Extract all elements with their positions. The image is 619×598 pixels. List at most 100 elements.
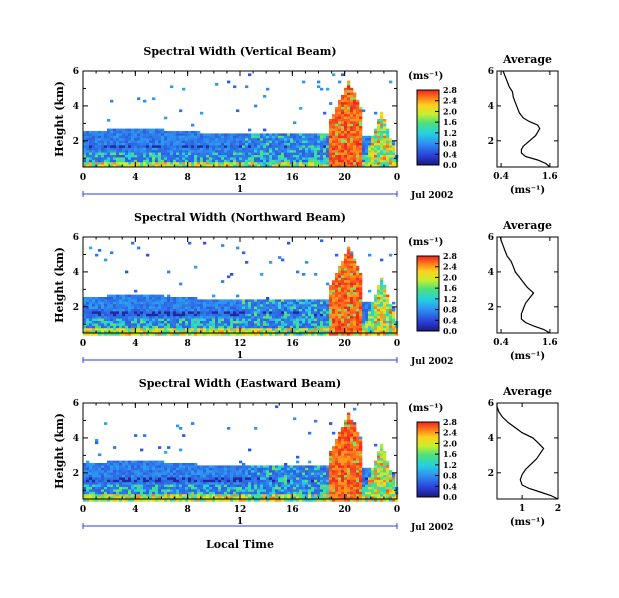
heatmap-cell	[104, 258, 108, 262]
heatmap-cell	[320, 328, 324, 331]
heatmap-cell	[119, 159, 123, 163]
heatmap-cell	[344, 265, 348, 269]
heatmap-cell	[221, 467, 225, 471]
heatmap-cell	[176, 313, 180, 317]
heatmap-cell	[305, 138, 309, 141]
heatmap-cell	[101, 487, 105, 490]
heatmap-cell	[116, 299, 120, 303]
heatmap-cell	[275, 313, 279, 317]
heatmap-cell	[269, 306, 273, 310]
heatmap-cell	[389, 311, 393, 315]
heatmap-cell	[248, 323, 252, 327]
heatmap-cell	[302, 135, 306, 139]
heatmap-cell	[197, 494, 201, 497]
heatmap-cell	[278, 499, 282, 502]
heatmap-cell	[173, 152, 177, 156]
heatmap-cell	[341, 155, 345, 158]
heatmap-cell	[167, 304, 171, 307]
heatmap-cell	[266, 491, 270, 495]
heatmap-cell	[122, 323, 126, 327]
heatmap-cell	[152, 162, 156, 165]
heatmap-cell	[215, 311, 219, 315]
heatmap-cell	[98, 475, 102, 478]
heatmap-cell	[116, 157, 120, 161]
heatmap-cell	[389, 323, 393, 327]
heatmap-cell	[290, 316, 294, 319]
heatmap-cell	[221, 304, 225, 307]
heatmap-cell	[83, 131, 87, 134]
heatmap-cell	[203, 494, 207, 497]
heatmap-cell	[83, 467, 87, 471]
heatmap-cell	[236, 465, 240, 469]
heatmap-cell	[113, 162, 117, 165]
heatmap-cell	[152, 150, 156, 153]
heatmap-cell	[248, 316, 252, 319]
heatmap-cell	[296, 164, 300, 168]
heatmap-cell	[314, 140, 318, 144]
heatmap-cell	[215, 479, 219, 483]
heatmap-cell	[338, 104, 342, 108]
heatmap-cell	[128, 475, 132, 478]
heatmap-cell	[374, 145, 378, 149]
heatmap-cell	[365, 328, 369, 331]
heatmap-cell	[215, 135, 219, 139]
heatmap-cell	[197, 496, 201, 500]
heatmap-cell	[293, 159, 297, 163]
heatmap-cell	[215, 83, 219, 86]
heatmap-cell	[158, 446, 162, 449]
heatmap-cell	[110, 159, 114, 163]
heatmap-cell	[386, 133, 390, 137]
heatmap-cell	[167, 140, 171, 144]
heatmap-cell	[269, 299, 273, 303]
heatmap-cell	[380, 157, 384, 161]
heatmap-cell	[125, 330, 129, 334]
heatmap-cell	[347, 261, 351, 264]
heatmap-cell	[143, 138, 147, 141]
heatmap-cell	[245, 313, 249, 317]
heatmap-cell	[113, 463, 117, 466]
panel-eastward: Spectral Width (Eastward Beam)0 4 8 12 16 20 0…	[53, 377, 561, 533]
heatmap-cell	[335, 140, 339, 144]
heatmap-cell	[182, 484, 186, 488]
heatmap-cell	[89, 494, 93, 497]
profile-frame	[496, 236, 559, 334]
heatmap-cell	[134, 143, 138, 146]
heatmap-cell	[239, 162, 243, 165]
heatmap-cell	[194, 321, 198, 324]
heatmap-cell	[356, 123, 360, 127]
heatmap-cell	[92, 467, 96, 471]
heatmap-cell	[95, 309, 99, 312]
heatmap-cell	[137, 155, 141, 158]
heatmap-cell	[143, 460, 147, 464]
heatmap-cell	[116, 131, 120, 134]
heatmap-cell	[140, 145, 144, 149]
heatmap-cell	[161, 150, 165, 153]
heatmap-cell	[260, 333, 264, 336]
heatmap-cell	[227, 465, 231, 469]
heatmap-cell	[119, 325, 123, 329]
heatmap-cell	[263, 309, 267, 312]
heatmap-cell	[383, 309, 387, 312]
heatmap-cell	[206, 321, 210, 324]
heatmap-cell	[167, 135, 171, 139]
heatmap-cell	[167, 463, 171, 466]
heatmap-cell	[209, 157, 213, 161]
heatmap-cell	[122, 135, 126, 139]
heatmap-cell	[167, 138, 171, 141]
heatmap-cell	[236, 306, 240, 310]
heatmap-cell	[332, 162, 336, 165]
heatmap-cell	[125, 138, 129, 141]
heatmap-cell	[95, 472, 99, 476]
heatmap-cell	[218, 311, 222, 315]
heatmap-cell	[227, 330, 231, 334]
heatmap-cell	[356, 268, 360, 271]
heatmap-cell	[104, 152, 108, 156]
heatmap-cell	[335, 143, 339, 146]
heatmap-cell	[230, 499, 234, 502]
heatmap-cell	[251, 479, 255, 483]
heatmap-cell	[146, 475, 150, 478]
heatmap-cell	[254, 145, 258, 149]
heatmap-cell	[146, 316, 150, 319]
heatmap-cell	[260, 489, 264, 493]
heatmap-cell	[359, 157, 363, 161]
